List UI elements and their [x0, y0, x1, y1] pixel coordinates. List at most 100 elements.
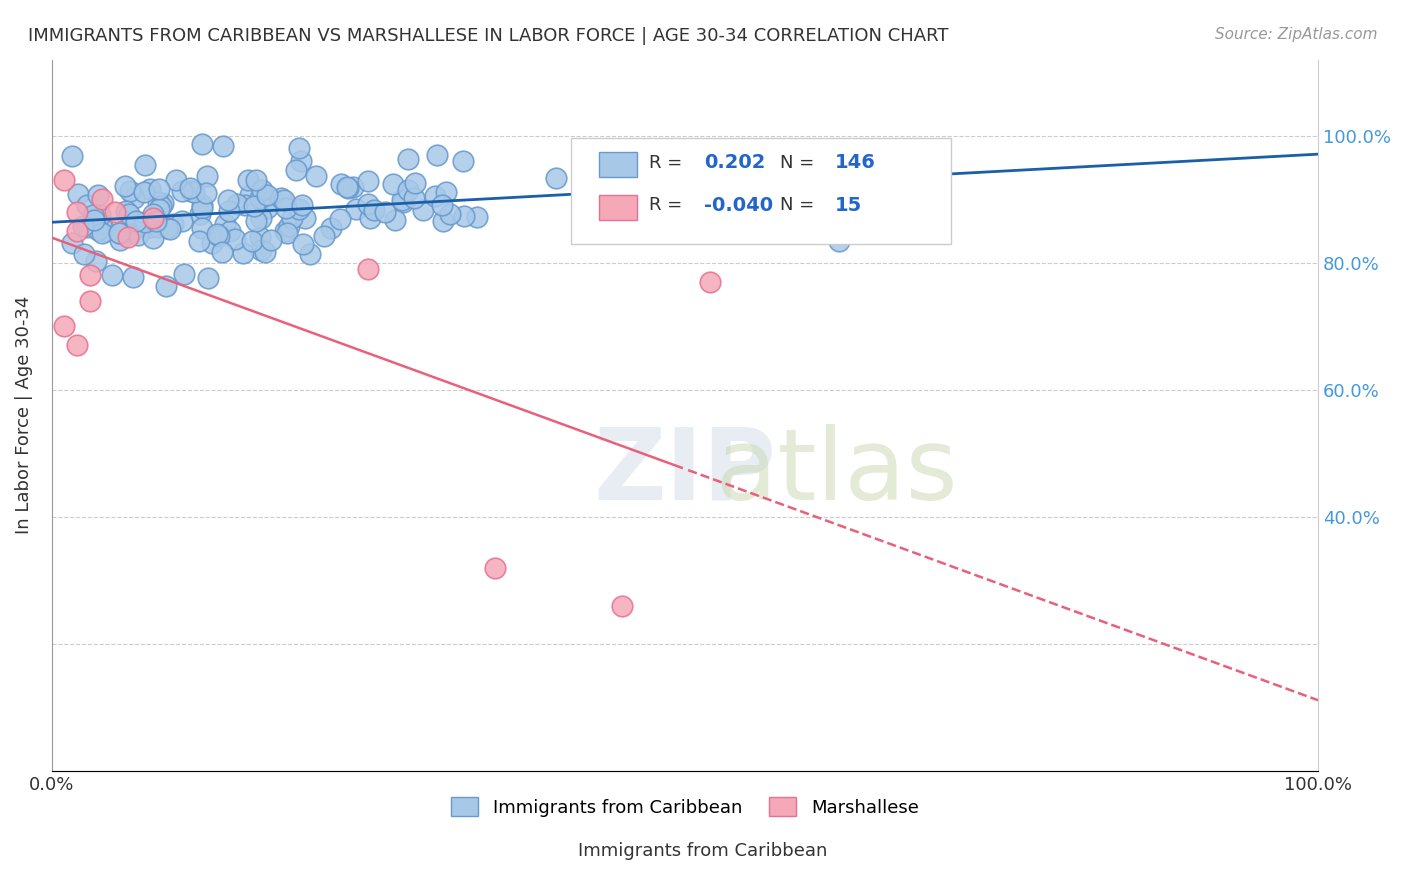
Point — [344, 202, 367, 217]
Point — [544, 171, 567, 186]
Point — [170, 214, 193, 228]
Point — [145, 213, 167, 227]
Point — [114, 179, 136, 194]
Point — [139, 182, 162, 196]
Point — [76, 198, 98, 212]
Point — [321, 220, 343, 235]
Point — [191, 136, 214, 151]
Point — [412, 202, 434, 217]
FancyBboxPatch shape — [571, 138, 950, 244]
Point — [384, 213, 406, 227]
Point — [91, 192, 114, 206]
Point — [53, 173, 76, 187]
Point — [134, 219, 156, 234]
Point — [298, 247, 321, 261]
Point — [121, 269, 143, 284]
Point — [104, 205, 127, 219]
Point — [110, 227, 132, 241]
Text: Source: ZipAtlas.com: Source: ZipAtlas.com — [1215, 27, 1378, 42]
Text: IMMIGRANTS FROM CARIBBEAN VS MARSHALLESE IN LABOR FORCE | AGE 30-34 CORRELATION : IMMIGRANTS FROM CARIBBEAN VS MARSHALLESE… — [28, 27, 949, 45]
Point — [363, 202, 385, 217]
Point — [118, 184, 141, 198]
Point — [79, 293, 101, 308]
Point — [256, 202, 278, 216]
Point — [162, 217, 184, 231]
Point — [180, 184, 202, 198]
Point — [439, 207, 461, 221]
Point — [79, 268, 101, 283]
Point — [357, 262, 380, 277]
Point — [453, 209, 475, 223]
Point — [66, 224, 89, 238]
Point — [127, 227, 149, 242]
Point — [142, 207, 165, 221]
Point — [148, 202, 170, 217]
Point — [432, 214, 454, 228]
Point — [197, 270, 219, 285]
Point — [201, 235, 224, 250]
Point — [382, 178, 405, 192]
Point — [214, 217, 236, 231]
Point — [90, 216, 112, 230]
Point — [118, 206, 141, 220]
Text: atlas: atlas — [716, 424, 957, 521]
Point — [83, 212, 105, 227]
Point — [156, 221, 179, 235]
Point — [108, 233, 131, 247]
Point — [336, 180, 359, 194]
Point — [284, 162, 307, 177]
Point — [288, 202, 311, 217]
Point — [134, 215, 156, 229]
Point — [219, 224, 242, 238]
Point — [484, 560, 506, 574]
Point — [90, 226, 112, 240]
Point — [149, 199, 172, 213]
Point — [430, 198, 453, 212]
Legend: Immigrants from Caribbean, Marshallese: Immigrants from Caribbean, Marshallese — [443, 789, 928, 826]
Point — [277, 219, 299, 233]
Point — [76, 219, 98, 234]
Point — [312, 229, 335, 244]
Point — [610, 599, 633, 613]
Point — [66, 338, 89, 352]
Point — [304, 169, 326, 183]
Point — [53, 319, 76, 334]
Text: -0.040: -0.040 — [704, 196, 773, 215]
Point — [66, 205, 89, 219]
Point — [291, 198, 314, 212]
Point — [249, 191, 271, 205]
Point — [256, 188, 278, 202]
Text: Immigrants from Caribbean: Immigrants from Caribbean — [578, 842, 828, 860]
Point — [260, 192, 283, 206]
Y-axis label: In Labor Force | Age 30-34: In Labor Force | Age 30-34 — [15, 296, 32, 534]
Point — [124, 213, 146, 227]
Point — [699, 275, 721, 289]
Point — [451, 153, 474, 168]
Point — [211, 244, 233, 259]
Point — [87, 222, 110, 236]
Point — [239, 187, 262, 202]
Point — [183, 185, 205, 199]
Text: ZIP: ZIP — [593, 424, 776, 521]
Point — [159, 222, 181, 236]
Point — [467, 210, 489, 224]
Text: 146: 146 — [834, 153, 876, 172]
Point — [637, 179, 659, 194]
Point — [274, 225, 297, 239]
Point — [165, 173, 187, 187]
Point — [240, 234, 263, 248]
Text: R =: R = — [650, 153, 689, 171]
Point — [125, 214, 148, 228]
Point — [120, 225, 142, 239]
Point — [155, 278, 177, 293]
Point — [87, 187, 110, 202]
Point — [148, 182, 170, 196]
Point — [238, 172, 260, 186]
Point — [426, 148, 449, 162]
Point — [374, 205, 396, 219]
Point — [270, 191, 292, 205]
Point — [249, 211, 271, 225]
Point — [404, 191, 426, 205]
Point — [828, 234, 851, 248]
Point — [254, 244, 277, 259]
